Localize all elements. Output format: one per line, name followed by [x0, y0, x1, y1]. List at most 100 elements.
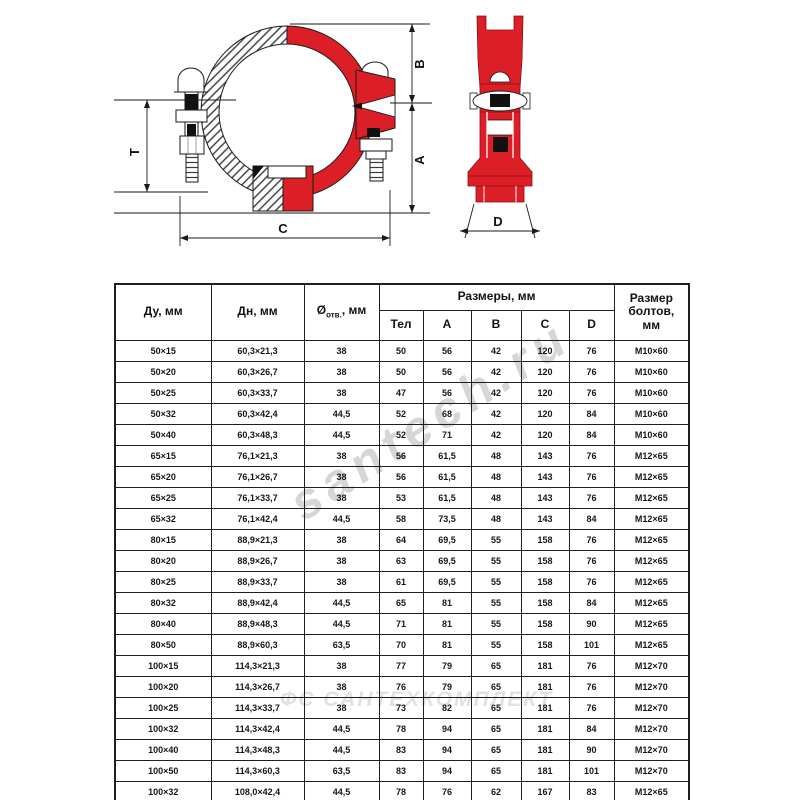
table-cell: М12×65: [613, 633, 690, 656]
dim-label-d: D: [493, 214, 502, 229]
table-cell: 38: [303, 696, 380, 719]
dimensions-table: Ду, мм Дн, мм Øотв., мм Размеры, мм Разм…: [114, 283, 691, 800]
table-cell: 50×32: [114, 402, 212, 425]
table-cell: 63,5: [303, 759, 380, 782]
table-cell: 60,3×42,4: [210, 402, 305, 425]
table-row: 65×20 76,1×26,7 38 56 61,5 48 143 76 М12×65: [114, 465, 690, 488]
table-cell: 80×50: [114, 633, 212, 656]
table-cell: 81: [422, 612, 472, 635]
table-cell: 143: [520, 486, 570, 509]
table-cell: 114,3×33,7: [210, 696, 305, 719]
table-cell: 38: [303, 528, 380, 551]
table-cell: 158: [520, 570, 570, 593]
dim-label-a: A: [412, 155, 427, 165]
table-cell: 158: [520, 612, 570, 635]
table-cell: 88,9×60,3: [210, 633, 305, 656]
table-cell: 143: [520, 444, 570, 467]
col-header-tel: Тел: [378, 309, 424, 341]
table-cell: 81: [422, 591, 472, 614]
table-cell: 143: [520, 507, 570, 530]
table-cell: 84: [568, 507, 615, 530]
table-cell: 42: [470, 402, 522, 425]
table-cell: 114,3×42,4: [210, 717, 305, 740]
table-cell: 80×15: [114, 528, 212, 551]
table-cell: 88,9×21,3: [210, 528, 305, 551]
table-cell: 50×20: [114, 360, 212, 383]
table-cell: М12×70: [613, 696, 690, 719]
table-cell: 90: [568, 612, 615, 635]
table-cell: М12×65: [613, 507, 690, 530]
table-cell: 55: [470, 528, 522, 551]
table-row: 80×40 88,9×48,3 44,5 71 81 55 158 90 М12×65: [114, 612, 690, 635]
table-cell: 64: [378, 528, 424, 551]
table-row: 50×32 60,3×42,4 44,5 52 68 42 120 84 М10×60: [114, 402, 690, 425]
table-cell: 38: [303, 444, 380, 467]
table-cell: 68: [422, 402, 472, 425]
table-cell: 56: [378, 444, 424, 467]
table-cell: 48: [470, 507, 522, 530]
table-cell: 42: [470, 381, 522, 404]
table-cell: 62: [470, 780, 522, 800]
table-cell: 61: [378, 570, 424, 593]
table-cell: 69,5: [422, 570, 472, 593]
table-cell: 88,9×48,3: [210, 612, 305, 635]
table-cell: 55: [470, 549, 522, 572]
table-cell: 44,5: [303, 507, 380, 530]
col-header-b: В: [470, 309, 522, 341]
table-cell: 42: [470, 423, 522, 446]
table-cell: 120: [520, 381, 570, 404]
table-cell: 52: [378, 402, 424, 425]
table-cell: М12×65: [613, 528, 690, 551]
front-view-drawing: T B A C: [114, 23, 432, 246]
table-cell: 76: [568, 444, 615, 467]
table-cell: М12×65: [613, 780, 690, 800]
table-cell: 80×20: [114, 549, 212, 572]
table-cell: 79: [422, 654, 472, 677]
table-cell: 55: [470, 591, 522, 614]
col-header-bolts: Размер болтов, мм: [613, 283, 690, 341]
hole-symbol: Ø: [316, 303, 327, 318]
table-cell: 38: [303, 339, 380, 362]
table-cell: 50×15: [114, 339, 212, 362]
table-cell: 100×40: [114, 738, 212, 761]
table-cell: 63: [378, 549, 424, 572]
side-view-drawing: D: [460, 15, 540, 239]
table-cell: 84: [568, 402, 615, 425]
table-cell: 55: [470, 633, 522, 656]
table-cell: 60,3×26,7: [210, 360, 305, 383]
dim-label-t: T: [127, 148, 142, 156]
table-cell: 71: [422, 423, 472, 446]
table-cell: М12×65: [613, 465, 690, 488]
table-cell: М12×70: [613, 759, 690, 782]
table-cell: 44,5: [303, 738, 380, 761]
table-row: 65×25 76,1×33,7 38 53 61,5 48 143 76 М12×65: [114, 486, 690, 509]
table-cell: 55: [470, 570, 522, 593]
table-row: 80×15 88,9×21,3 38 64 69,5 55 158 76 М12×65: [114, 528, 690, 551]
table-cell: 42: [470, 339, 522, 362]
table-cell: 100×32: [114, 780, 212, 800]
dim-label-c: C: [278, 221, 288, 236]
table-cell: 100×20: [114, 675, 212, 698]
table-cell: М12×65: [613, 570, 690, 593]
table-cell: 84: [568, 717, 615, 740]
table-cell: 120: [520, 423, 570, 446]
table-cell: 38: [303, 654, 380, 677]
table-row: 65×32 76,1×42,4 44,5 58 73,5 48 143 84 М12×65: [114, 507, 690, 530]
table-cell: 56: [422, 339, 472, 362]
table-cell: М12×65: [613, 444, 690, 467]
table-cell: 44,5: [303, 717, 380, 740]
table-cell: 158: [520, 591, 570, 614]
table-cell: 76,1×33,7: [210, 486, 305, 509]
table-cell: 100×50: [114, 759, 212, 782]
table-cell: 44,5: [303, 423, 380, 446]
table-cell: 60,3×33,7: [210, 381, 305, 404]
table-cell: 60,3×21,3: [210, 339, 305, 362]
table-cell: М10×60: [613, 423, 690, 446]
table-cell: М12×65: [613, 549, 690, 572]
table-cell: 94: [422, 738, 472, 761]
table-cell: 65: [470, 717, 522, 740]
table-cell: 65×25: [114, 486, 212, 509]
table-row: 80×25 88,9×33,7 38 61 69,5 55 158 76 М12×65: [114, 570, 690, 593]
table-cell: 38: [303, 570, 380, 593]
